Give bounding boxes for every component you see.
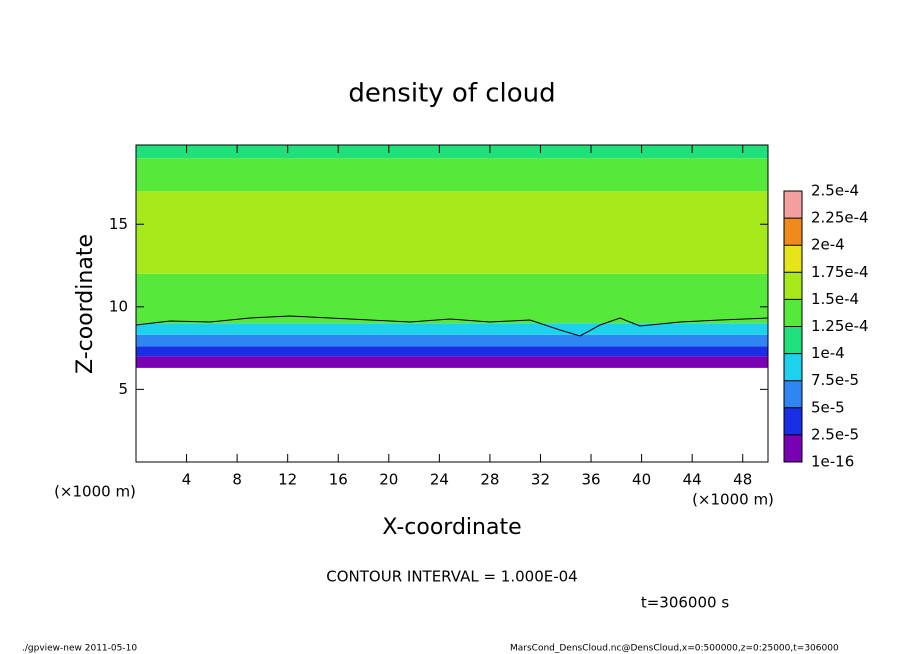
colorbar-label: 2.25e-4 bbox=[811, 209, 869, 227]
y-axis-label: Z-coordinate bbox=[73, 234, 98, 374]
chart-title: density of cloud bbox=[348, 79, 555, 109]
colorbar-label: 1.5e-4 bbox=[811, 290, 859, 308]
colorbar-label: 1.75e-4 bbox=[811, 263, 869, 281]
density-band bbox=[136, 356, 768, 368]
x-axis-label: X-coordinate bbox=[382, 515, 521, 540]
colorbar-band bbox=[784, 191, 802, 219]
colorbar-band bbox=[784, 326, 802, 354]
colorbar-label: 1e-16 bbox=[811, 453, 854, 471]
density-band bbox=[136, 273, 768, 324]
contour-line bbox=[135, 315, 769, 337]
y-unit: (×1000 m) bbox=[54, 483, 136, 501]
x-tick-label: 20 bbox=[379, 471, 398, 489]
colorbar-label: 7.5e-5 bbox=[811, 371, 859, 389]
contour-interval: CONTOUR INTERVAL = 1.000E-04 bbox=[326, 568, 577, 586]
field bbox=[136, 145, 768, 368]
colorbar-band bbox=[784, 272, 802, 300]
footer-left: ./gpview-new 2011-05-10 bbox=[22, 644, 137, 654]
colorbar-band bbox=[784, 353, 802, 381]
density-band bbox=[136, 158, 768, 192]
density-band bbox=[136, 191, 768, 274]
density-band bbox=[136, 323, 768, 335]
colorbar-label: 1e-4 bbox=[811, 344, 845, 362]
density-band bbox=[136, 145, 768, 159]
density-band bbox=[136, 346, 768, 357]
x-tick-label: 36 bbox=[581, 471, 600, 489]
colorbar-band bbox=[784, 407, 802, 435]
time-label: t=306000 s bbox=[641, 594, 729, 612]
x-tick-label: 12 bbox=[278, 471, 297, 489]
colorbar-label: 1.25e-4 bbox=[811, 317, 869, 335]
x-tick-label: 28 bbox=[480, 471, 499, 489]
x-tick-label: 32 bbox=[531, 471, 550, 489]
colorbar-band bbox=[784, 380, 802, 408]
footer-right: MarsCond_DensCloud.nc@DensCloud,x=0:5000… bbox=[510, 644, 839, 654]
density-band bbox=[136, 334, 768, 347]
plot-frame bbox=[135, 144, 769, 463]
y-tick-label: 15 bbox=[109, 215, 128, 233]
colorbar-band bbox=[784, 299, 802, 327]
colorbar-label: 2.5e-4 bbox=[811, 182, 859, 200]
x-tick-label: 44 bbox=[683, 471, 702, 489]
x-tick-label: 40 bbox=[632, 471, 651, 489]
x-tick-label: 24 bbox=[430, 471, 449, 489]
colorbar-label: 2e-4 bbox=[811, 236, 845, 254]
x-tick-label: 8 bbox=[232, 471, 242, 489]
colorbar-label: 2.5e-5 bbox=[811, 425, 859, 443]
y-tick-label: 5 bbox=[118, 380, 128, 398]
x-tick-label: 4 bbox=[182, 471, 192, 489]
x-tick-label: 48 bbox=[733, 471, 752, 489]
x-unit: (×1000 m) bbox=[692, 491, 774, 509]
colorbar-band bbox=[784, 245, 802, 273]
colorbar-band bbox=[784, 218, 802, 246]
y-tick-label: 10 bbox=[109, 297, 128, 315]
x-tick-label: 16 bbox=[329, 471, 348, 489]
colorbar-label: 5e-5 bbox=[811, 398, 845, 416]
colorbar-frame bbox=[783, 190, 803, 463]
colorbar-band bbox=[784, 434, 802, 462]
